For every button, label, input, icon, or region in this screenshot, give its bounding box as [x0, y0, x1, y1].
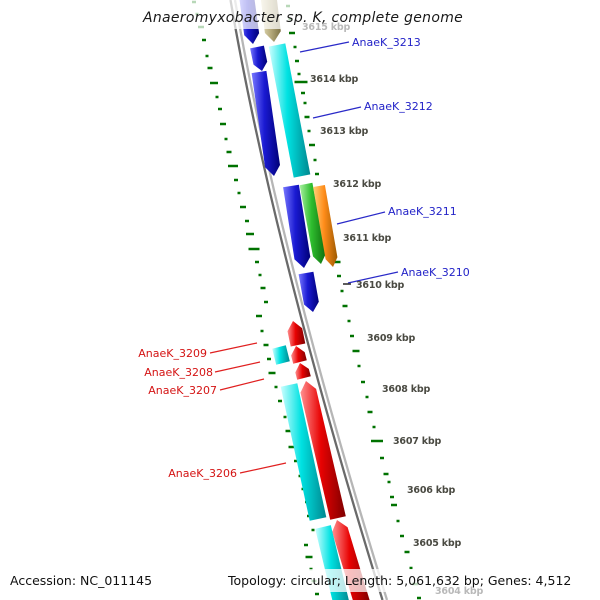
gene-label-anaek-3210: AnaeK_3210	[401, 266, 470, 279]
gene-arrow-gene-orange-3211	[313, 185, 338, 267]
page-title: Anaeromyxobacter sp. K, complete genome	[142, 10, 463, 26]
tick-3604: 3604 kbp	[435, 586, 483, 597]
gene-arrow-cds-rev-3210	[298, 271, 319, 312]
gene-arrow-gene-cyan-3206	[280, 383, 327, 521]
footer-band	[0, 569, 600, 592]
tick-3605: 3605 kbp	[413, 538, 461, 549]
backbone-line-dark	[229, 0, 384, 600]
gene-arrow-cds-rev-3212	[251, 70, 280, 176]
tick-3608: 3608 kbp	[382, 384, 430, 395]
callout-lines	[209, 41, 399, 474]
tick-3611: 3611 kbp	[343, 233, 391, 244]
footer-accession: Accession: NC_011145	[10, 573, 152, 588]
callout-anaek-3209	[209, 342, 258, 354]
tick-3614: 3614 kbp	[310, 74, 358, 85]
gene-label-anaek-3208: AnaeK_3208	[144, 366, 213, 379]
gene-arrow-cds-fwd-3208	[291, 346, 307, 364]
callout-anaek-3212	[312, 106, 362, 119]
gene-label-anaek-3211: AnaeK_3211	[388, 205, 457, 218]
gene-arrow-gene-cyan-3213	[268, 43, 311, 178]
gene-arrow-cds-fwd-3207	[295, 363, 311, 380]
gene-arrow-cds-rev-3211-a	[283, 184, 311, 268]
tick-3607: 3607 kbp	[393, 436, 441, 447]
gene-arrow-cds-rev-top-2	[250, 45, 268, 71]
gene-labels: AnaeK_3213 AnaeK_3212 AnaeK_3211 AnaeK_3…	[138, 36, 469, 480]
ruler-labels: 3614 kbp 3613 kbp 3612 kbp 3611 kbp 3610…	[310, 74, 462, 549]
callout-anaek-3206	[239, 462, 287, 474]
footer-stats: Topology: circular; Length: 5,061,632 bp…	[227, 573, 571, 588]
callout-anaek-3207	[219, 378, 265, 391]
callout-anaek-3211	[336, 211, 386, 225]
callout-anaek-3213	[299, 41, 350, 53]
backbone-line-light	[233, 0, 389, 600]
tick-3613: 3613 kbp	[320, 126, 368, 137]
tick-3609: 3609 kbp	[367, 333, 415, 344]
title-band	[0, 0, 600, 29]
callout-anaek-3210	[347, 271, 399, 284]
tick-3612: 3612 kbp	[333, 179, 381, 190]
gene-arrow-gene-cyan-3209	[272, 345, 290, 365]
callout-anaek-3208	[214, 361, 261, 373]
gene-arrow-cds-fwd-r1	[287, 321, 306, 347]
tick-3615: 3615 kbp	[302, 22, 350, 33]
gene-label-anaek-3209: AnaeK_3209	[138, 347, 207, 360]
gene-arrow-cds-fwd-3206	[300, 381, 346, 520]
tick-3610: 3610 kbp	[356, 280, 404, 291]
gene-label-anaek-3207: AnaeK_3207	[148, 384, 217, 397]
gene-label-anaek-3212: AnaeK_3212	[364, 100, 433, 113]
gene-label-anaek-3213: AnaeK_3213	[352, 36, 421, 49]
gene-features	[239, 0, 370, 600]
tick-3606: 3606 kbp	[407, 485, 455, 496]
gene-label-anaek-3206: AnaeK_3206	[168, 467, 237, 480]
gene-arrow-gene-green-3211	[299, 182, 326, 264]
